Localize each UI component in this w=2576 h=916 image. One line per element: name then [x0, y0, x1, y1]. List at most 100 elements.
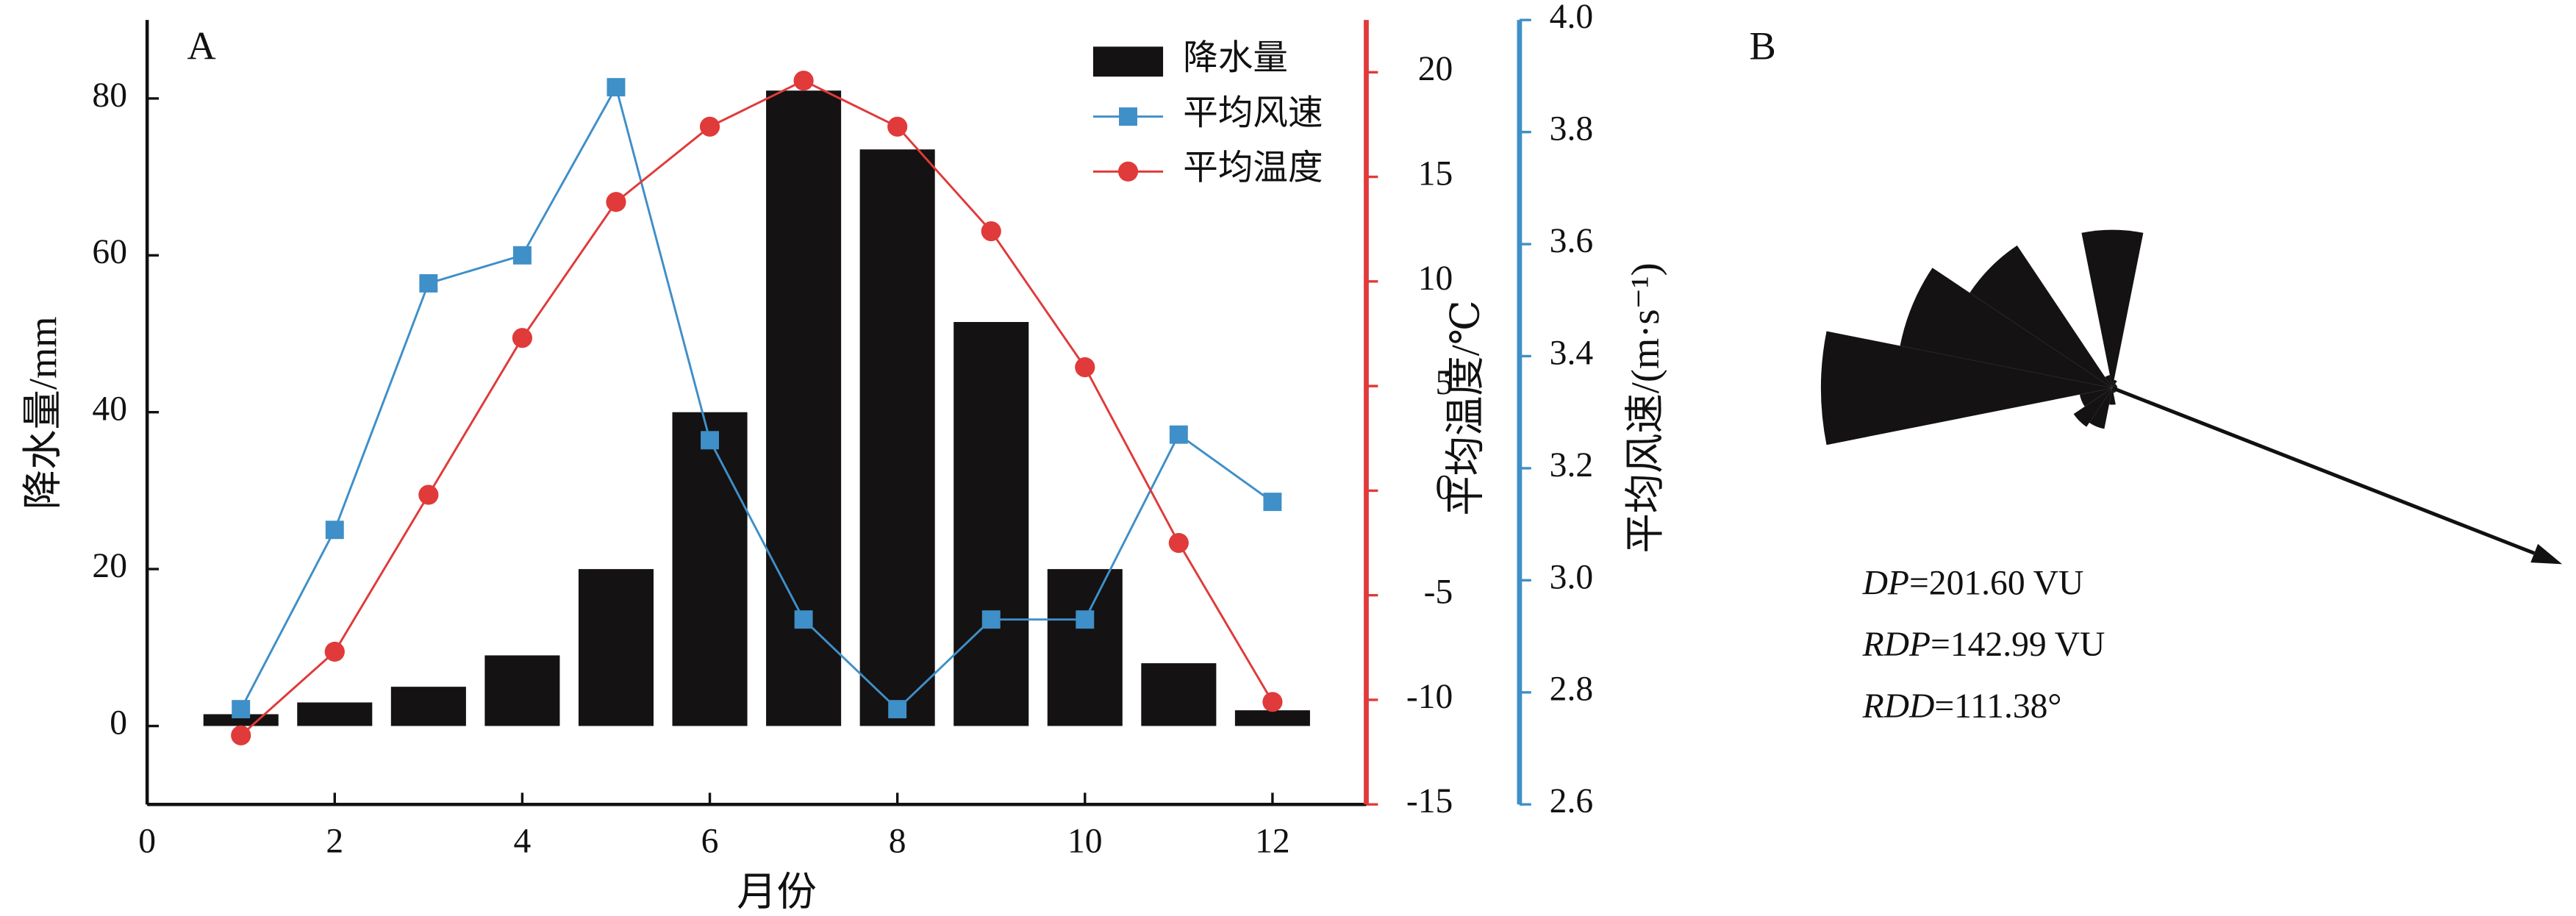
x-tick-label: 6 [701, 823, 719, 861]
y3-tick-label: 3.0 [1550, 558, 1593, 596]
bar [203, 714, 279, 726]
stat-line: RDP=142.99 VU [1862, 626, 2105, 664]
marker [418, 484, 439, 505]
marker [325, 520, 344, 540]
y-tick-label: 20 [92, 547, 127, 585]
y3-tick-label: 2.6 [1550, 782, 1593, 820]
bar [578, 569, 654, 726]
marker [1169, 425, 1188, 444]
y3-tick-label: 3.4 [1550, 334, 1594, 372]
legend-label: 平均风速 [1183, 95, 1323, 133]
marker [512, 328, 533, 348]
bar [859, 149, 935, 726]
bar [954, 321, 1029, 726]
stat-value: =142.99 VU [1931, 626, 2105, 664]
rdd-arrow [2111, 386, 2536, 555]
y2-tick-label: 0 [1435, 468, 1453, 507]
stat-line: DP=201.60 VU [1862, 564, 2084, 602]
panel-label: A [187, 24, 216, 68]
marker [701, 431, 719, 450]
line [240, 79, 1274, 737]
marker [232, 700, 251, 719]
stat-value: =111.38° [1934, 687, 2061, 726]
bar [672, 412, 748, 726]
marker [231, 725, 251, 745]
y3-axis-label: 平均风速/(m·s⁻¹) [1623, 262, 1667, 553]
y-tick-label: 60 [92, 233, 127, 271]
rose-petal [2073, 387, 2113, 427]
legend-label: 降水量 [1183, 40, 1288, 78]
y2-tick-label: 5 [1435, 364, 1453, 402]
marker [981, 610, 1001, 629]
marker [419, 273, 438, 293]
x-axis-label: 月份 [737, 870, 817, 914]
y2-tick-label: -15 [1406, 782, 1453, 820]
x-tick-label: 10 [1067, 823, 1103, 861]
y3-tick-label: 2.8 [1550, 670, 1593, 709]
y2-tick-label: 15 [1418, 155, 1453, 193]
rdd-arrowhead [2530, 543, 2563, 565]
marker [699, 116, 720, 137]
stat-line: RDD=111.38° [1862, 687, 2062, 726]
marker [1075, 357, 1095, 378]
bar [390, 687, 466, 726]
bar [1234, 710, 1310, 726]
marker [1168, 532, 1189, 554]
y-tick-label: 40 [92, 390, 127, 429]
panel-label: B [1750, 24, 1776, 68]
rose-petal [2089, 387, 2113, 429]
marker [512, 246, 532, 265]
rose-petal [2112, 379, 2117, 388]
rose-petal [2079, 387, 2113, 407]
x-tick-label: 2 [326, 823, 343, 861]
marker [606, 192, 626, 212]
rose-petal [1900, 268, 2113, 388]
x-tick-label: 8 [889, 823, 906, 861]
stat-name: RDD [1862, 687, 1935, 726]
y3-tick-label: 3.6 [1550, 222, 1593, 260]
rose-petal [2108, 387, 2116, 405]
x-tick-label: 4 [514, 823, 532, 861]
marker [1263, 493, 1282, 512]
y-axis-label: 降水量/mm [21, 316, 65, 509]
y2-tick-label: 20 [1418, 50, 1453, 88]
line [240, 84, 1273, 711]
y2-axis-label: 平均温度/℃ [1443, 300, 1487, 515]
x-tick-label: 0 [138, 823, 156, 861]
rose-petal [1820, 331, 2113, 446]
marker [1076, 610, 1095, 629]
stat-name: RDP [1862, 626, 1931, 664]
y3-tick-label: 4.0 [1550, 0, 1593, 36]
bar [484, 655, 560, 726]
marker [607, 78, 626, 97]
marker [981, 221, 1001, 242]
stat-name: DP [1862, 564, 1909, 602]
legend-swatch [1092, 46, 1164, 77]
marker [888, 700, 907, 719]
y2-tick-label: -10 [1406, 678, 1453, 716]
legend-label: 平均温度 [1183, 149, 1323, 187]
y-tick-label: 80 [92, 76, 127, 115]
bar [1047, 569, 1123, 726]
rose-petal [2105, 375, 2113, 388]
marker [1262, 692, 1283, 712]
bar [766, 90, 842, 726]
legend-marker [1117, 161, 1139, 182]
y2-tick-label: 10 [1418, 260, 1453, 298]
marker [793, 71, 814, 91]
legend-marker [1119, 107, 1137, 126]
rose-petal [2081, 229, 2144, 388]
bar [297, 702, 373, 726]
y2-tick-label: -5 [1424, 573, 1453, 612]
bar [1141, 663, 1217, 726]
y3-tick-label: 3.2 [1550, 446, 1593, 484]
marker [794, 610, 813, 629]
y-tick-label: 0 [110, 704, 127, 742]
rose-petal [1969, 245, 2113, 388]
marker [324, 641, 345, 662]
stat-value: =201.60 VU [1909, 564, 2083, 602]
marker [887, 116, 908, 137]
x-tick-label: 12 [1255, 823, 1290, 861]
y3-tick-label: 3.8 [1550, 110, 1593, 149]
